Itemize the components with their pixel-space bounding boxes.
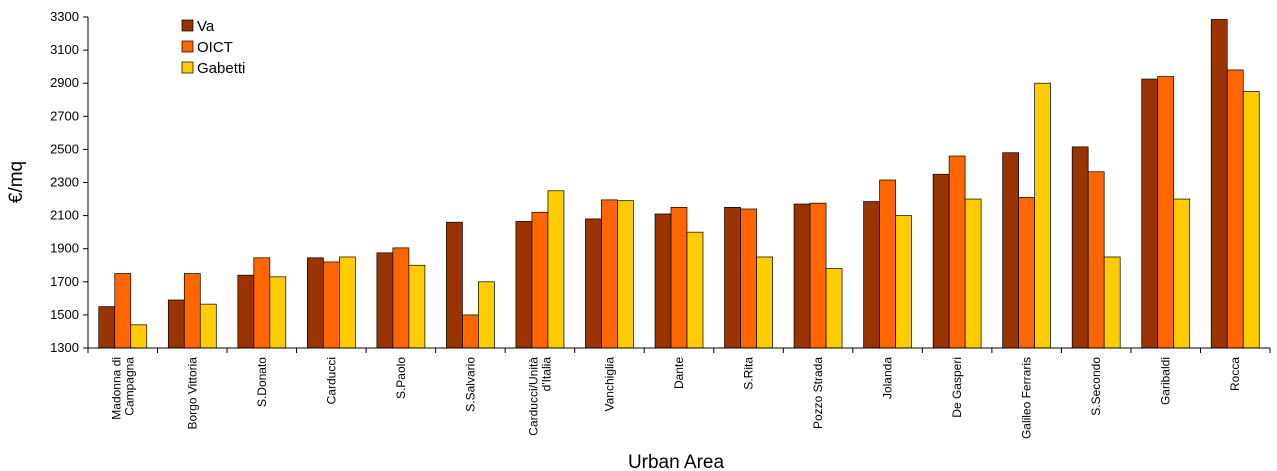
bar-gabetti	[478, 281, 495, 349]
x-tick-label: Pozzo Strada	[811, 357, 825, 429]
bar-oict	[1087, 171, 1105, 349]
bar-va	[1071, 146, 1089, 349]
x-tick-label: Galileo Ferraris	[1020, 357, 1034, 439]
bar-gabetti	[964, 198, 982, 349]
x-tick-label: S.Salvario	[463, 357, 477, 412]
y-ticks-group: 1300 1500 1700 1900 2100 2300 2500 2700 2900 3100…	[50, 9, 88, 355]
x-tick-label: Jolanda	[881, 357, 895, 399]
bars-group	[98, 19, 1260, 349]
x-tick-label: Rocca	[1228, 357, 1242, 391]
y-tick-label: 2900	[50, 75, 79, 90]
x-tick-label: Vanchiglia	[602, 357, 616, 412]
y-tick-label: 1500	[50, 307, 79, 322]
bar-gabetti	[269, 276, 287, 349]
bar-va	[1002, 152, 1019, 349]
y-tick-label: 1900	[50, 241, 79, 256]
x-tick-label: d'Italia	[539, 357, 553, 392]
bar-va	[515, 221, 533, 349]
bar-gabetti	[199, 303, 217, 349]
bar-gabetti	[825, 268, 843, 349]
bar-gabetti	[895, 215, 912, 349]
bar-gabetti	[1103, 256, 1121, 349]
bar-va	[376, 252, 394, 349]
bar-oict	[1157, 76, 1175, 349]
bar-va	[654, 213, 672, 349]
x-tick-label: Borgo Vittoria	[185, 357, 199, 430]
bar-gabetti	[1173, 198, 1191, 349]
legend-swatch-gabetti	[181, 61, 194, 74]
x-tick-label: Carducci/Unità	[526, 357, 540, 436]
y-tick-label: 2700	[50, 108, 79, 123]
bar-oict	[670, 206, 688, 349]
bar-va	[237, 274, 255, 349]
bar-gabetti	[408, 264, 426, 349]
legend-label-gabetti: Gabetti	[197, 60, 245, 77]
y-tick-label: 3100	[50, 42, 79, 57]
x-tick-label: S.Rita	[742, 357, 756, 390]
y-tick-label: 2100	[50, 208, 79, 223]
bar-va	[585, 218, 602, 349]
y-axis-title: €/mq	[6, 161, 27, 203]
y-tick-label: 2500	[50, 141, 79, 156]
x-tick-label: Carducci	[324, 357, 338, 404]
bar-va	[1210, 19, 1228, 349]
bar-va	[724, 206, 741, 349]
bar-oict	[462, 314, 479, 349]
bar-oict	[114, 273, 132, 349]
x-ticks-group: Madonna di Campagna Borgo Vittoria S.Donato…	[87, 348, 1271, 439]
bar-va	[1141, 78, 1159, 349]
bar-oict	[183, 273, 201, 349]
bar-oict	[948, 155, 966, 349]
bar-gabetti	[617, 200, 634, 349]
bar-gabetti	[130, 324, 148, 349]
legend-swatch-va	[181, 19, 194, 32]
bar-oict	[1226, 69, 1244, 349]
bar-gabetti	[1034, 82, 1051, 349]
bar-gabetti	[339, 256, 356, 349]
bar-va	[98, 306, 116, 349]
bar-gabetti	[1242, 91, 1260, 349]
y-tick-label: 1300	[50, 340, 79, 355]
bar-gabetti	[756, 256, 773, 349]
bar-oict	[601, 199, 618, 349]
x-tick-label: Madonna di	[109, 357, 123, 420]
x-tick-label: S.Donato	[255, 357, 269, 407]
x-tick-label: De Gasperi	[950, 357, 964, 418]
bar-oict	[740, 208, 757, 349]
bar-va	[167, 299, 185, 349]
bar-oict	[879, 179, 896, 349]
legend: Va OICT Gabetti	[181, 18, 245, 77]
x-tick-label: S.Secondo	[1089, 357, 1103, 416]
legend-label-va: Va	[197, 18, 215, 35]
bar-va	[863, 201, 880, 349]
y-tick-label: 3300	[50, 9, 79, 24]
bar-oict	[253, 257, 271, 349]
bar-oict	[323, 261, 340, 349]
legend-label-oict: OICT	[197, 39, 233, 56]
x-axis-title: Urban Area	[628, 452, 725, 471]
x-tick-label: Dante	[672, 357, 686, 389]
bar-oict	[1018, 197, 1035, 349]
bar-oict	[531, 211, 549, 349]
bar-va	[307, 257, 324, 349]
bar-oict	[392, 247, 410, 349]
bar-va	[446, 221, 463, 349]
bar-gabetti	[547, 190, 565, 349]
y-tick-label: 2300	[50, 175, 79, 190]
bar-gabetti	[686, 231, 704, 349]
x-tick-label: Campagna	[122, 357, 136, 416]
y-tick-label: 1700	[50, 274, 79, 289]
bar-va	[793, 203, 811, 349]
x-tick-label: S.Paolo	[394, 357, 408, 399]
bar-oict	[809, 202, 827, 349]
x-tick-label: Garibaldi	[1159, 357, 1173, 405]
bar-va	[932, 173, 950, 349]
legend-swatch-oict	[181, 40, 194, 53]
